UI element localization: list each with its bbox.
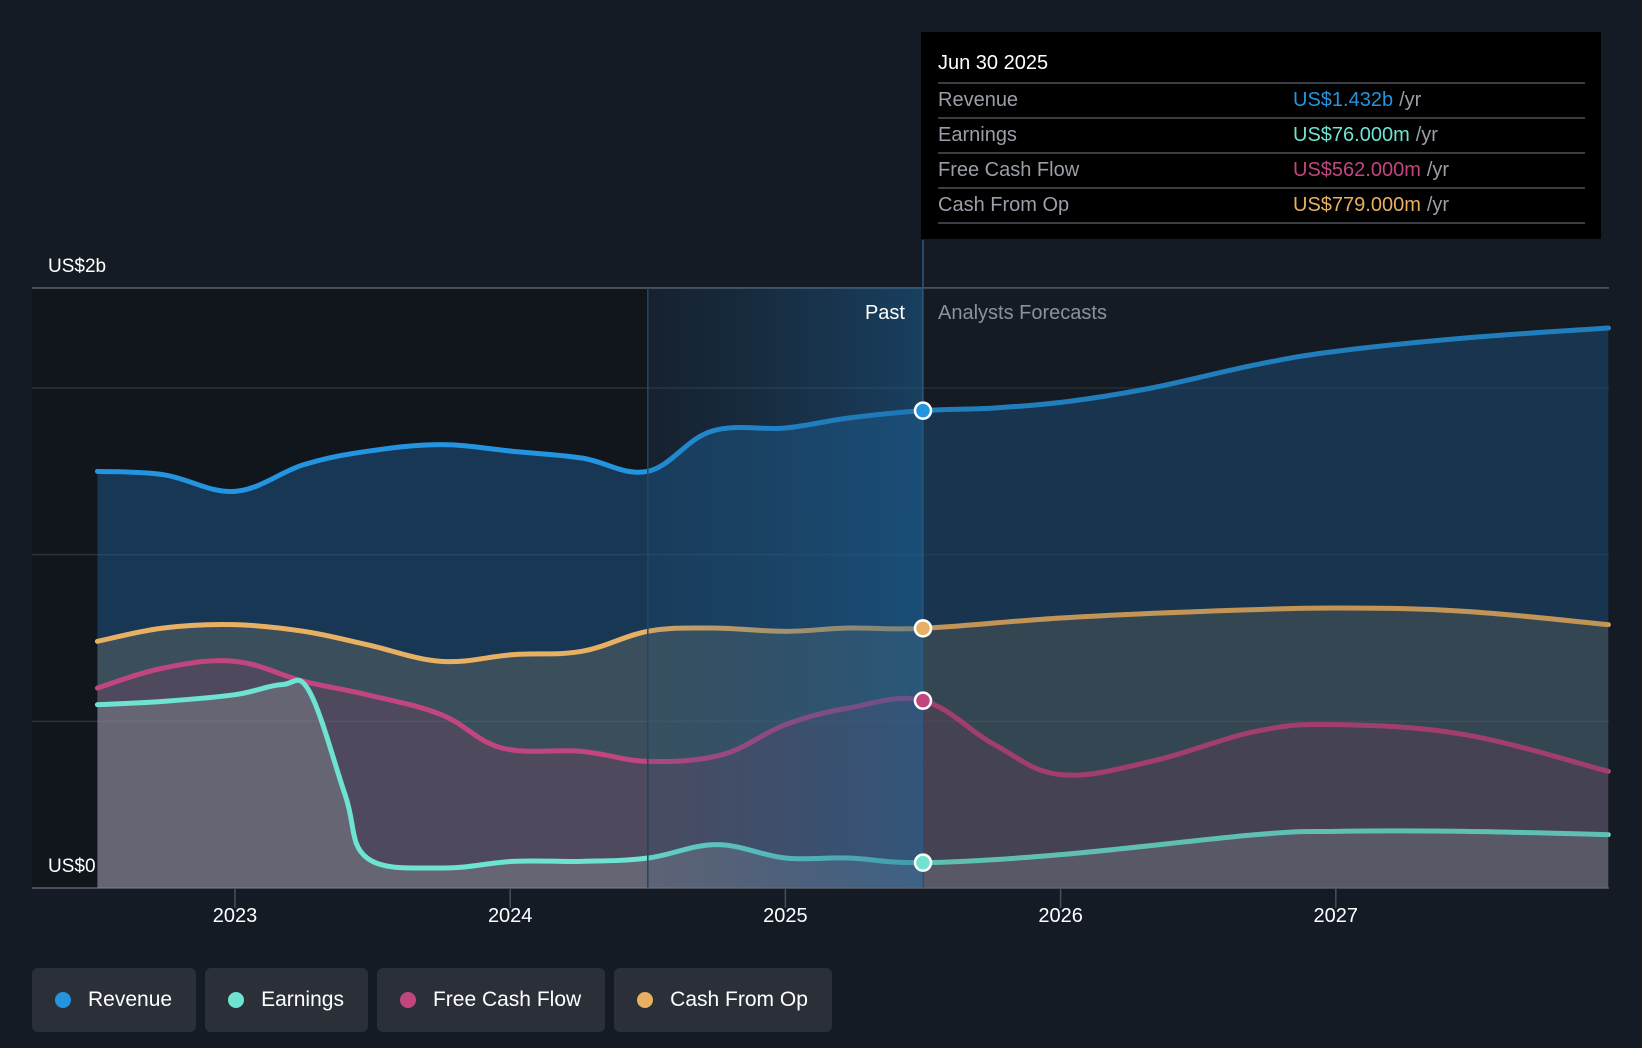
- x-tick-label: 2025: [763, 905, 808, 927]
- legend: Revenue Earnings Free Cash Flow Cash From O…: [32, 968, 832, 1032]
- past-region-shade: [647, 288, 923, 888]
- legend-item-cash-from-op[interactable]: Cash From Op: [614, 968, 832, 1032]
- legend-dot-icon: [399, 992, 416, 1008]
- legend-dot-icon: [228, 992, 245, 1008]
- legend-item-earnings[interactable]: Earnings: [205, 968, 368, 1032]
- legend-item-free-cash-flow[interactable]: Free Cash Flow: [376, 968, 606, 1032]
- tooltip-row-unit: /yr: [1426, 194, 1450, 216]
- tooltip-row-name: Earnings: [938, 124, 1017, 146]
- tooltip-row-unit: /yr: [1415, 124, 1438, 146]
- y-axis-top-label: US$2b: [48, 256, 106, 277]
- legend-dot-icon: [55, 992, 71, 1008]
- chart: US$2b US$0 Past Analysts Forecasts 2023 2…: [32, 240, 1611, 927]
- forecast-region: [923, 288, 1609, 888]
- y-axis-bottom-label: US$0: [48, 856, 96, 877]
- tooltip-date: Jun 30 2025: [938, 46, 1585, 84]
- tooltip-row: Earnings US$76.000m/yr: [938, 119, 1585, 154]
- legend-label: Free Cash Flow: [432, 988, 582, 1011]
- legend-item-revenue[interactable]: Revenue: [32, 968, 197, 1032]
- past-label: Past: [865, 302, 905, 324]
- free-cash-flow-highlight-point: [913, 691, 933, 710]
- legend-label: Earnings: [261, 988, 344, 1011]
- legend-dot-icon: [637, 992, 654, 1008]
- tooltip-row-value: US$779.000m: [1293, 194, 1421, 216]
- x-tick-label: 2023: [213, 905, 258, 927]
- tooltip-row-unit: /yr: [1399, 89, 1422, 111]
- tooltip-row: Cash From Op US$779.000m/yr: [938, 189, 1585, 224]
- x-tick-label: 2026: [1038, 905, 1083, 927]
- tooltip-row-value: US$76.000m: [1293, 124, 1410, 146]
- tooltip-row-unit: /yr: [1426, 159, 1450, 181]
- forecast-label: Analysts Forecasts: [938, 302, 1107, 324]
- x-tick-label: 2027: [1314, 905, 1359, 927]
- tooltip-row-value: US$562.000m: [1293, 159, 1421, 181]
- tooltip-row-value: US$1.432b: [1293, 89, 1394, 111]
- legend-label: Cash From Op: [670, 988, 808, 1011]
- tooltip-row-name: Free Cash Flow: [938, 159, 1080, 181]
- revenue-highlight-point: [913, 401, 933, 420]
- earnings-highlight-point: [913, 853, 933, 872]
- legend-label: Revenue: [88, 988, 173, 1011]
- tooltip-row-name: Cash From Op: [938, 194, 1070, 216]
- cash-from-op-highlight-point: [913, 619, 933, 638]
- x-tick-label: 2024: [488, 905, 533, 927]
- tooltip-row: Revenue US$1.432b/yr: [938, 84, 1585, 119]
- earnings-area: [97, 680, 1609, 888]
- tooltip: Jun 30 2025 Revenue US$1.432b/yr Earnings U…: [921, 32, 1601, 239]
- tooltip-row-name: Revenue: [938, 89, 1019, 111]
- tooltip-row: Free Cash Flow US$562.000m/yr: [938, 154, 1585, 189]
